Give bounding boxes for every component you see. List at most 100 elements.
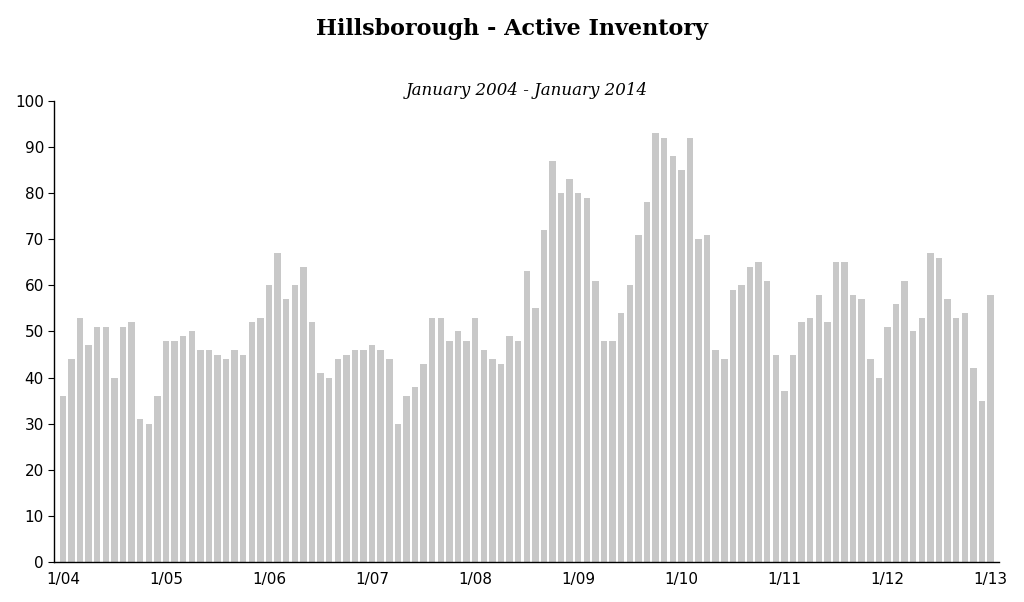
Bar (772, 355, 779, 562)
Bar (678, 170, 685, 562)
Bar (566, 179, 572, 562)
Bar (670, 156, 676, 562)
Bar (498, 364, 504, 562)
Bar (197, 350, 204, 562)
Bar (351, 350, 358, 562)
Bar (257, 318, 263, 562)
Bar (842, 262, 848, 562)
Bar (713, 350, 719, 562)
Bar (163, 341, 169, 562)
Text: Hillsborough - Active Inventory: Hillsborough - Active Inventory (316, 18, 708, 40)
Bar (910, 332, 916, 562)
Bar (893, 304, 899, 562)
Bar (446, 341, 453, 562)
Bar (644, 202, 650, 562)
Bar (145, 424, 152, 562)
Bar (824, 322, 830, 562)
Bar (214, 355, 221, 562)
Bar (386, 359, 392, 562)
Bar (885, 327, 891, 562)
Bar (549, 161, 556, 562)
Bar (94, 327, 100, 562)
Bar (292, 285, 298, 562)
Bar (695, 239, 701, 562)
Bar (575, 193, 582, 562)
Bar (317, 373, 324, 562)
Bar (137, 419, 143, 562)
Bar (703, 235, 711, 562)
Bar (378, 350, 384, 562)
Bar (394, 424, 401, 562)
Bar (970, 368, 977, 562)
Bar (403, 396, 410, 562)
Bar (523, 272, 530, 562)
Bar (335, 359, 341, 562)
Bar (987, 294, 993, 562)
Bar (309, 322, 315, 562)
Bar (944, 299, 951, 562)
Bar (833, 262, 840, 562)
Bar (421, 364, 427, 562)
Bar (429, 318, 435, 562)
Bar (781, 391, 787, 562)
Bar (584, 197, 590, 562)
Bar (876, 377, 882, 562)
Bar (962, 313, 968, 562)
Bar (128, 322, 135, 562)
Bar (979, 401, 985, 562)
Bar (627, 285, 633, 562)
Bar (472, 318, 478, 562)
Bar (369, 346, 376, 562)
Bar (532, 308, 539, 562)
Bar (901, 281, 908, 562)
Bar (171, 341, 178, 562)
Bar (360, 350, 367, 562)
Bar (480, 350, 487, 562)
Bar (455, 332, 461, 562)
Bar (59, 396, 67, 562)
Bar (867, 359, 873, 562)
Bar (635, 235, 642, 562)
Bar (660, 138, 668, 562)
Bar (120, 327, 126, 562)
Bar (738, 285, 744, 562)
Bar (790, 355, 797, 562)
Bar (180, 336, 186, 562)
Bar (850, 294, 856, 562)
Bar (326, 377, 333, 562)
Bar (515, 341, 521, 562)
Title: January 2004 - January 2014: January 2004 - January 2014 (406, 82, 648, 99)
Bar (266, 285, 272, 562)
Bar (283, 299, 290, 562)
Bar (936, 258, 942, 562)
Bar (77, 318, 83, 562)
Bar (609, 341, 615, 562)
Bar (807, 318, 813, 562)
Bar (730, 290, 736, 562)
Bar (102, 327, 109, 562)
Bar (927, 253, 934, 562)
Bar (919, 318, 925, 562)
Bar (756, 262, 762, 562)
Bar (155, 396, 161, 562)
Bar (489, 359, 496, 562)
Bar (618, 313, 625, 562)
Bar (601, 341, 607, 562)
Bar (343, 355, 349, 562)
Bar (464, 341, 470, 562)
Bar (223, 359, 229, 562)
Bar (231, 350, 238, 562)
Bar (764, 281, 770, 562)
Bar (652, 133, 658, 562)
Bar (249, 322, 255, 562)
Bar (112, 377, 118, 562)
Bar (721, 359, 727, 562)
Bar (746, 267, 754, 562)
Bar (240, 355, 247, 562)
Bar (300, 267, 306, 562)
Bar (437, 318, 444, 562)
Bar (815, 294, 822, 562)
Bar (506, 336, 513, 562)
Bar (687, 138, 693, 562)
Bar (541, 230, 547, 562)
